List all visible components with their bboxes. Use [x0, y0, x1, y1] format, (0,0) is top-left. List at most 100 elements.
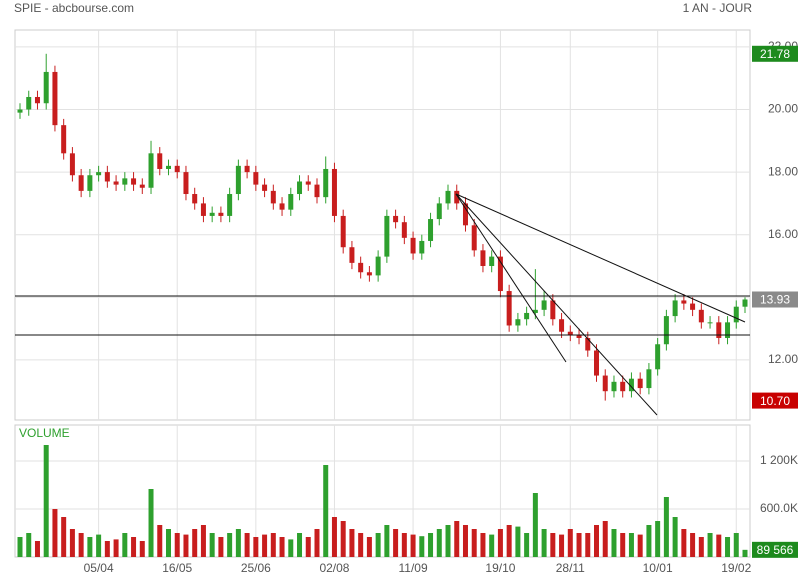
candle-body	[733, 306, 739, 323]
candle-body	[139, 184, 145, 188]
volume-bar	[209, 533, 215, 557]
candle-body	[707, 322, 713, 324]
volume-bar	[559, 534, 565, 557]
volume-bar	[497, 529, 503, 557]
candle-body	[34, 96, 40, 104]
volume-bar	[288, 539, 294, 557]
candle-body	[515, 319, 521, 326]
volume-bar	[681, 529, 687, 557]
period-label: 1 AN - JOUR	[683, 1, 753, 15]
candle-body	[270, 190, 276, 204]
candle-body	[78, 175, 84, 191]
x-tick-label: 28/11	[556, 561, 585, 575]
value-badge-label: 89 566	[757, 543, 794, 557]
candle-body	[244, 165, 250, 173]
candle-body	[489, 256, 495, 267]
y-tick-label: 20.00	[768, 102, 798, 116]
y-tick-label: 16.00	[768, 227, 798, 241]
volume-bar	[384, 525, 390, 557]
volume-bar	[200, 525, 206, 557]
volume-bar	[393, 529, 399, 557]
volume-bar	[174, 533, 180, 557]
volume-bar	[690, 533, 696, 557]
volume-bar	[323, 465, 329, 557]
volume-bar	[480, 533, 486, 557]
volume-bar	[672, 517, 678, 557]
candle-body	[113, 181, 119, 185]
volume-bar	[69, 529, 75, 557]
volume-bar	[131, 537, 137, 557]
value-badge	[752, 45, 798, 62]
candle-body	[52, 71, 58, 126]
volume-bar	[349, 529, 355, 557]
volume-bar	[524, 533, 530, 557]
candle-body	[183, 172, 189, 195]
candle-body	[253, 172, 259, 185]
volume-bar	[26, 533, 32, 557]
volume-bar	[96, 534, 102, 557]
candle-body	[462, 203, 468, 226]
volume-bar	[532, 493, 538, 557]
candle-body	[506, 291, 512, 326]
volume-bar	[428, 533, 434, 557]
volume-bar	[637, 534, 643, 557]
volume-bar	[725, 537, 731, 557]
volume-bar	[585, 533, 591, 557]
trend-line	[455, 193, 567, 363]
candle-body	[157, 153, 163, 169]
volume-bar	[550, 533, 556, 557]
volume-bar	[698, 537, 704, 557]
volume-bar	[541, 529, 547, 557]
volume-bar	[87, 537, 93, 557]
candle-body	[148, 153, 154, 188]
trend-line	[455, 193, 746, 323]
volume-pane	[14, 424, 751, 558]
candle-body	[69, 153, 75, 176]
volume-bar	[235, 529, 241, 557]
volume-bar	[253, 537, 259, 557]
x-tick-label: 02/08	[319, 561, 349, 575]
candle-body	[559, 319, 565, 332]
candle-body	[663, 316, 669, 345]
candle-body	[288, 194, 294, 210]
candle-body	[594, 350, 600, 376]
volume-bar	[506, 525, 512, 557]
x-tick-label: 10/01	[643, 561, 673, 575]
y-tick-label: 12.00	[768, 352, 798, 366]
x-tick-label: 16/05	[162, 561, 192, 575]
volume-bar	[716, 534, 722, 557]
volume-bar	[358, 533, 364, 557]
volume-bar	[366, 537, 372, 557]
volume-bar	[297, 533, 303, 557]
volume-bar	[192, 529, 198, 557]
candle-body	[61, 125, 67, 154]
candle-body	[218, 212, 224, 216]
candle-body	[428, 219, 434, 241]
candle-body	[681, 300, 687, 304]
candle-body	[698, 309, 704, 323]
candle-body	[690, 303, 696, 310]
chart-title: SPIE - abcbourse.com	[14, 1, 134, 15]
candle-body	[550, 300, 556, 320]
candle-body	[454, 190, 460, 204]
volume-bar	[646, 525, 652, 557]
volume-bar	[401, 533, 407, 557]
candle-body	[419, 240, 425, 254]
volume-bar	[17, 537, 23, 557]
candle-body	[174, 165, 180, 173]
volume-bar	[218, 537, 224, 557]
candle-body	[393, 215, 399, 223]
volume-bar	[157, 525, 163, 557]
volume-bar	[148, 489, 154, 557]
volume-bar	[733, 533, 739, 557]
volume-bar	[611, 529, 617, 557]
x-tick-label: 19/02	[721, 561, 751, 575]
candle-body	[672, 300, 678, 317]
candle-body	[200, 203, 206, 216]
x-tick-label: 11/09	[399, 561, 428, 575]
candle-body	[532, 309, 538, 313]
candle-body	[165, 165, 171, 169]
volume-bar	[262, 534, 268, 557]
volume-bar	[602, 521, 608, 557]
candle-body	[410, 237, 416, 254]
